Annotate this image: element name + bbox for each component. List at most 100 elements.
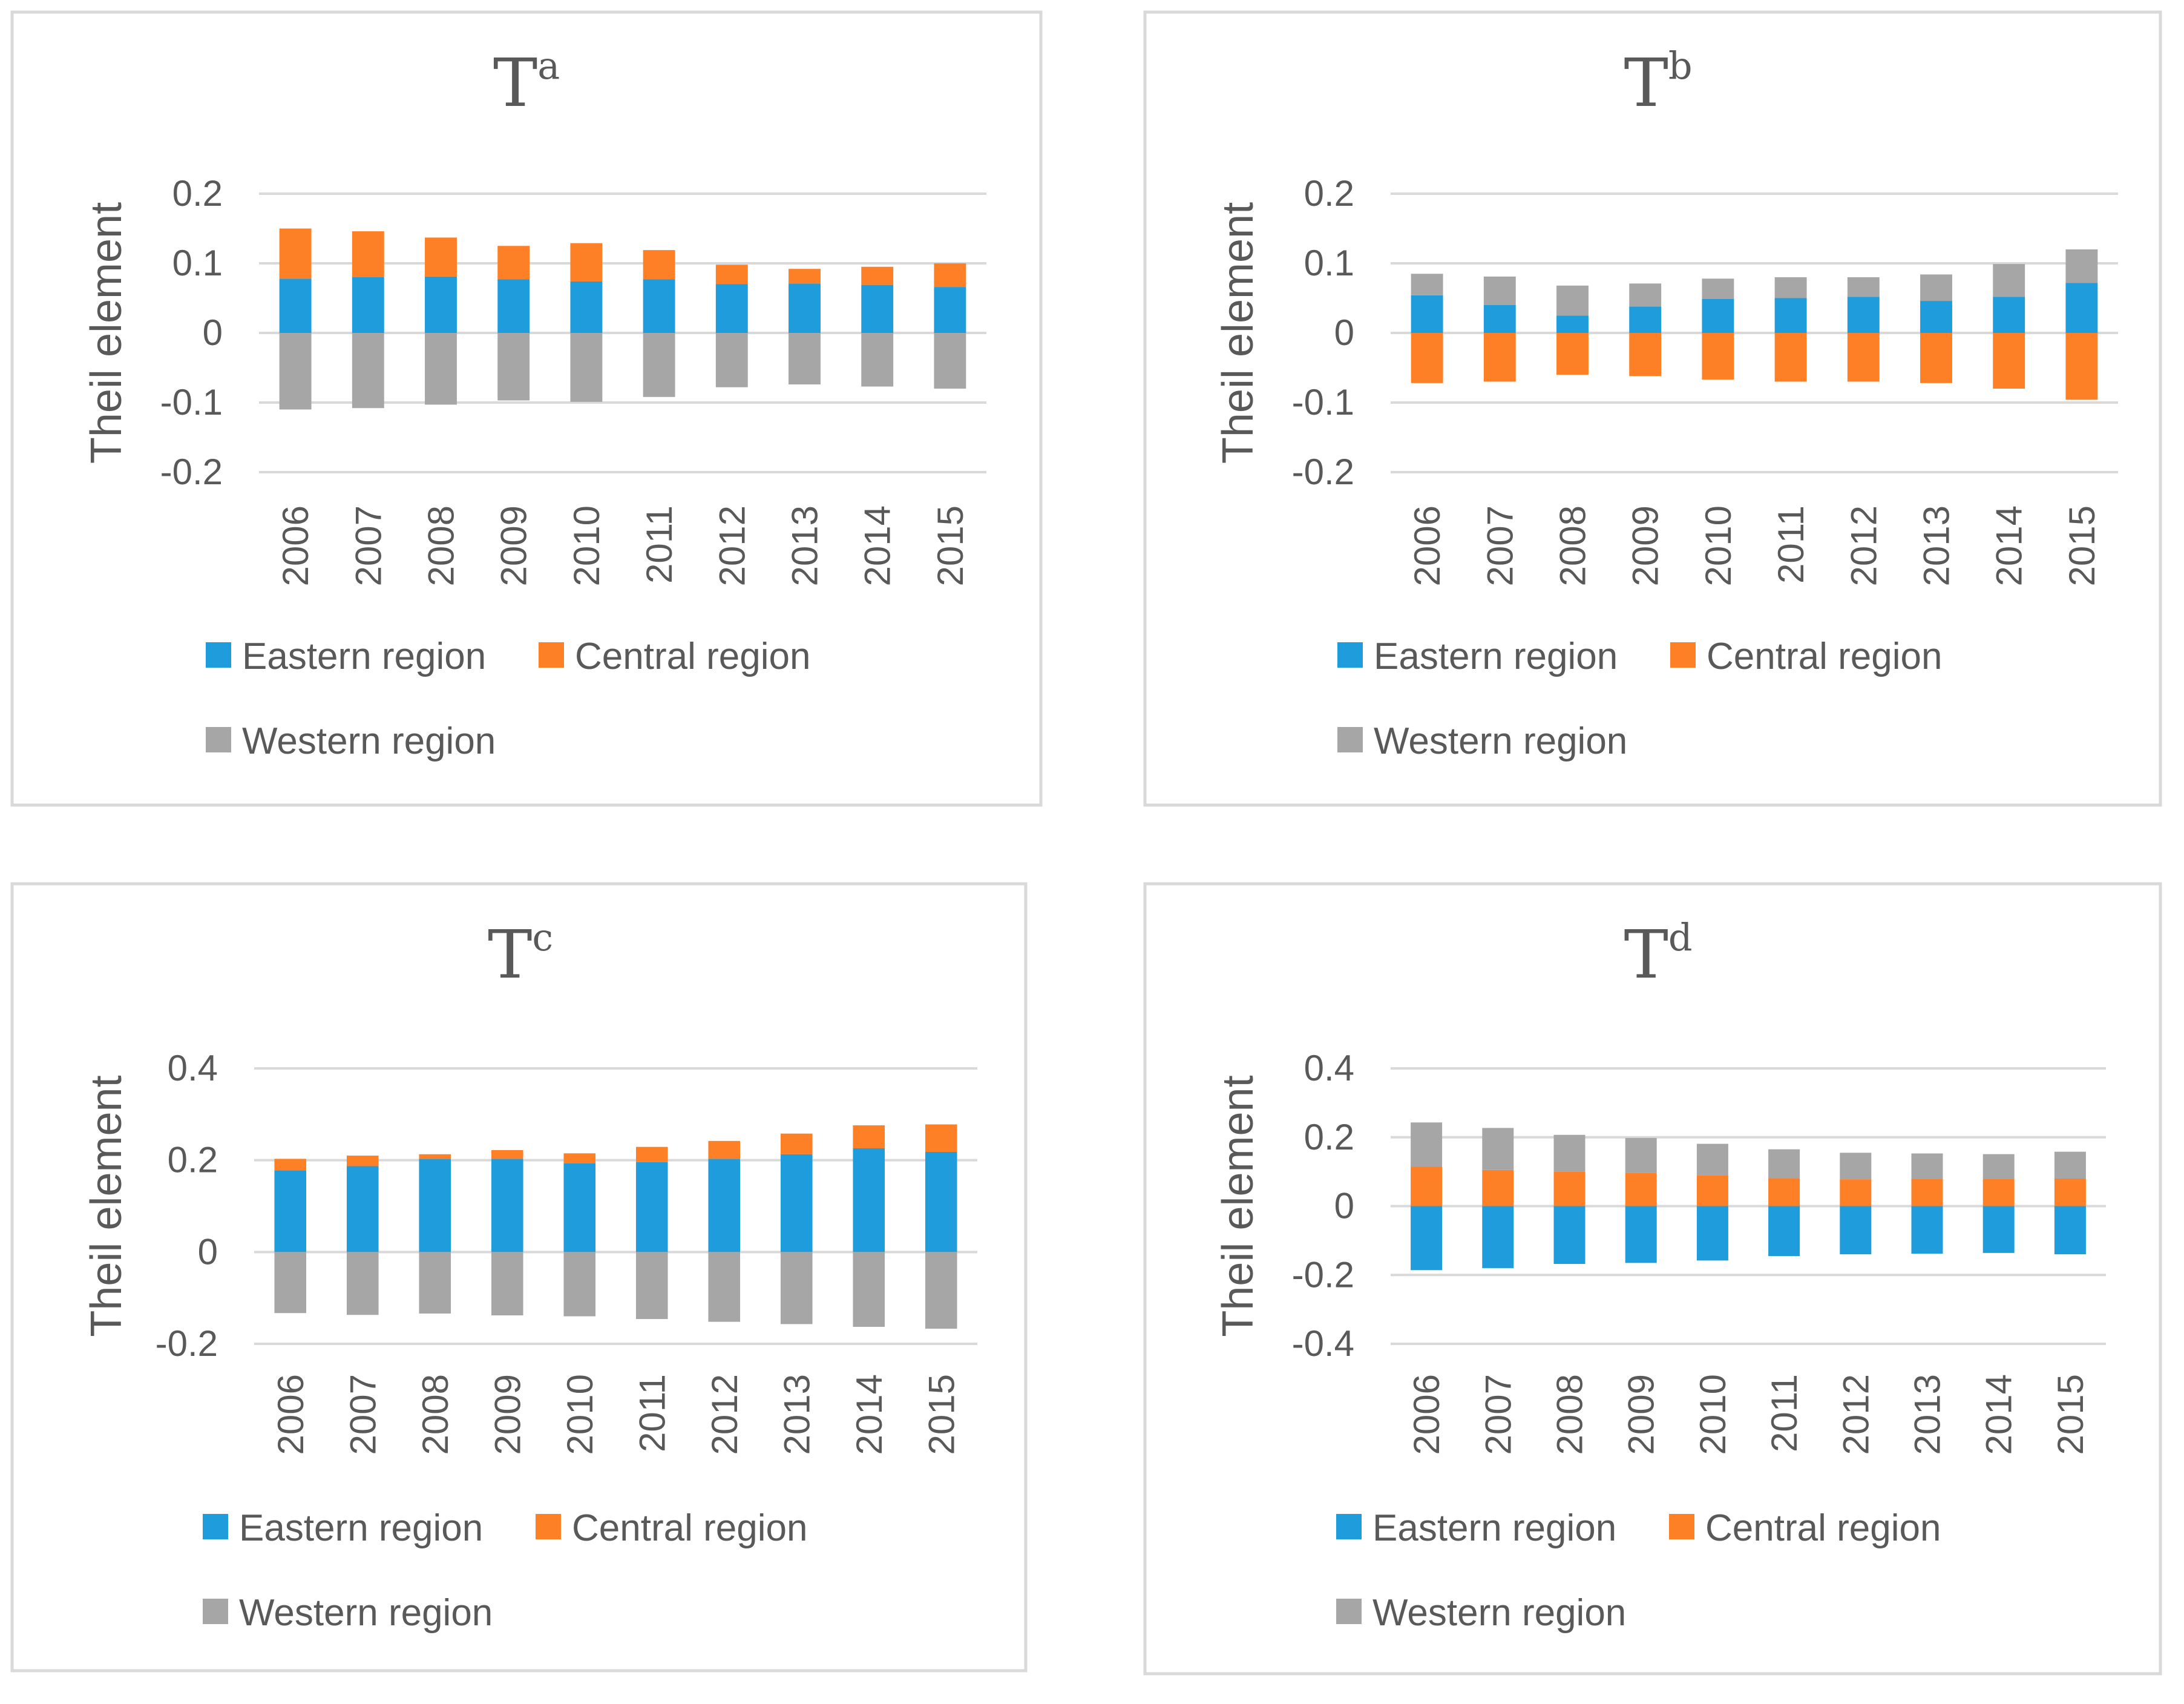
bar-eastern-2006 <box>1411 1206 1443 1271</box>
bar-eastern-2007 <box>1483 305 1516 333</box>
x-tick-label: 2012 <box>1843 505 1884 586</box>
legend-item-central: Central region <box>1670 636 1942 677</box>
bar-eastern-2014 <box>1982 1206 2015 1253</box>
y-tick-label: 0 <box>1334 312 1354 353</box>
y-axis-label: Theil element <box>1214 1075 1262 1337</box>
bar-eastern-2011 <box>635 1162 668 1252</box>
legend-item-central: Central region <box>539 636 810 677</box>
x-tick-label: 2011 <box>632 1374 672 1452</box>
x-tick-label: 2013 <box>1907 1374 1948 1455</box>
legend-label-central: Central region <box>1705 1507 1941 1549</box>
x-tick-label: 2009 <box>1621 1374 1662 1455</box>
x-tick-label: 2011 <box>1771 505 1811 584</box>
y-axis-label: Theil element <box>1214 202 1262 464</box>
legend-label-central: Central region <box>1707 636 1942 677</box>
chart-panel-tb: Tb 0.2 0.1 0 -0.1 -0.2 Theil element 2006 2007 20… <box>1132 0 2184 835</box>
chart-panel-ta: Ta 0.2 0.1 0 -0.1 -0.2 Theil element 2006 2007 20… <box>0 0 1065 835</box>
x-tick-label: 2012 <box>1835 1374 1876 1455</box>
bar-central-2008 <box>1553 1171 1586 1206</box>
bar-western-2007 <box>1483 276 1516 305</box>
legend-swatch-eastern <box>206 642 231 668</box>
x-tick-label: 2007 <box>343 1374 383 1455</box>
x-tick-label: 2009 <box>1625 505 1666 586</box>
legend-item-eastern: Eastern region <box>1336 1507 1616 1549</box>
bar-western-2009 <box>1629 283 1662 307</box>
bar-eastern-2009 <box>1629 306 1662 333</box>
chart-title: Tc <box>488 915 553 993</box>
chart-svg: Td 0.4 0.2 0 -0.2 -0.4 Theil element 2006 2007 20… <box>1143 882 2162 1676</box>
legend: Eastern region Central region Western regi… <box>206 636 810 762</box>
bar-eastern-2009 <box>497 279 530 333</box>
bar-central-2010 <box>570 243 603 281</box>
bar-western-2013 <box>1920 274 1952 301</box>
legend-label-central: Central region <box>575 636 810 677</box>
bar-central-2012 <box>708 1140 741 1159</box>
chart-title-superscript: a <box>537 44 560 88</box>
bar-western-2013 <box>1911 1153 1943 1179</box>
y-tick-label: 0.4 <box>1304 1048 1354 1088</box>
legend-swatch-eastern <box>1337 642 1363 668</box>
chart-title: Tb <box>1624 44 1692 122</box>
bar-western-2009 <box>491 1252 523 1315</box>
bar-central-2006 <box>279 228 312 279</box>
bar-western-2014 <box>853 1252 885 1327</box>
bar-western-2011 <box>1774 277 1807 298</box>
bar-central-2015 <box>925 1124 957 1153</box>
x-tick-label: 2015 <box>2062 505 2102 586</box>
bar-western-2008 <box>1553 1134 1586 1172</box>
bar-central-2011 <box>1768 1178 1800 1206</box>
x-tick-label: 2013 <box>776 1374 817 1455</box>
y-tick-label: -0.2 <box>1292 452 1354 492</box>
bar-western-2006 <box>1411 274 1443 295</box>
bar-western-2014 <box>1993 264 2025 297</box>
chart-svg: Ta 0.2 0.1 0 -0.1 -0.2 Theil element 2006 2007 20… <box>10 10 1043 807</box>
bar-central-2006 <box>1411 333 1443 383</box>
x-tick-label: 2009 <box>494 505 534 586</box>
y-tick-label: -0.1 <box>1292 382 1354 423</box>
y-tick-label: 0 <box>1334 1186 1354 1226</box>
bar-western-2011 <box>643 333 675 397</box>
bar-western-2010 <box>570 333 603 402</box>
chart-title-main: T <box>493 44 537 122</box>
bar-eastern-2006 <box>1411 295 1443 333</box>
x-tick-label: 2007 <box>1478 1374 1518 1455</box>
y-tick-label: 0.2 <box>168 1140 218 1180</box>
x-tick-label: 2014 <box>858 505 898 586</box>
y-tick-label: 0.4 <box>168 1048 218 1088</box>
bar-eastern-2015 <box>2054 1206 2086 1255</box>
legend-item-eastern: Eastern region <box>203 1507 483 1549</box>
legend-item-western: Western region <box>206 720 496 762</box>
bar-eastern-2014 <box>861 285 894 333</box>
x-tick-label: 2014 <box>849 1374 890 1455</box>
chart-panel-td: Td 0.4 0.2 0 -0.2 -0.4 Theil element 2006 2007 20… <box>1132 869 2184 1704</box>
chart-title-main: T <box>1624 44 1668 122</box>
bar-central-2014 <box>1982 1179 2015 1206</box>
bar-western-2008 <box>425 333 457 405</box>
legend-label-eastern: Eastern region <box>239 1507 483 1549</box>
legend-swatch-central <box>539 642 564 668</box>
bar-eastern-2014 <box>1993 297 2025 333</box>
legend-swatch-central <box>1669 1514 1694 1539</box>
bar-eastern-2010 <box>570 281 603 333</box>
x-tick-label: 2007 <box>1480 505 1520 586</box>
bar-central-2015 <box>2054 1179 2086 1206</box>
bar-eastern-2009 <box>491 1159 523 1252</box>
bar-eastern-2007 <box>1482 1206 1514 1268</box>
bar-central-2008 <box>1556 333 1589 375</box>
bar-central-2015 <box>934 263 966 288</box>
bar-central-2007 <box>1482 1169 1514 1206</box>
bar-central-2014 <box>853 1125 885 1148</box>
bar-central-2014 <box>861 266 894 285</box>
x-tick-label: 2013 <box>785 505 825 586</box>
bar-western-2015 <box>2065 249 2098 283</box>
bar-western-2008 <box>419 1252 451 1314</box>
bar-central-2009 <box>1625 1173 1657 1206</box>
bar-western-2014 <box>1982 1154 2015 1179</box>
bar-central-2011 <box>635 1146 668 1162</box>
bar-central-2013 <box>780 1133 813 1154</box>
bar-eastern-2008 <box>425 276 457 333</box>
y-tick-label: 0.2 <box>1304 1117 1354 1157</box>
bar-central-2007 <box>1483 333 1516 382</box>
legend-label-eastern: Eastern region <box>1372 1507 1616 1549</box>
bar-eastern-2010 <box>1702 298 1734 333</box>
